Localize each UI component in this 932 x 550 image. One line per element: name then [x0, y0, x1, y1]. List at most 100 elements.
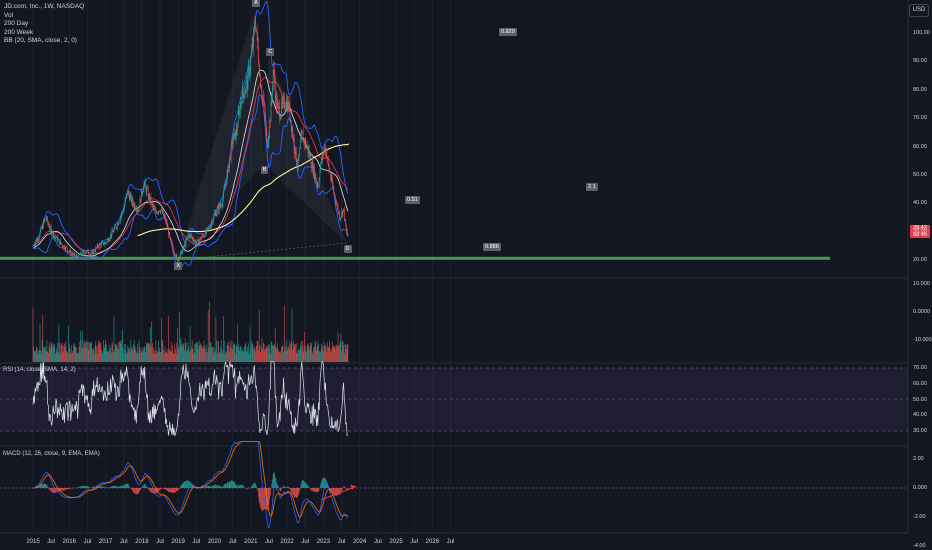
macd-histogram-bar	[279, 488, 280, 490]
time-axis-label: 2022	[280, 539, 294, 545]
volume-bar	[186, 352, 187, 362]
macd-histogram-bar	[57, 488, 58, 493]
volume-bar	[182, 346, 183, 362]
volume-bar	[221, 353, 223, 362]
candle-body	[129, 194, 130, 201]
macd-histogram-bar	[37, 486, 39, 488]
candle-body	[249, 67, 250, 76]
candle-body	[36, 240, 37, 242]
macd-histogram-bar	[189, 481, 190, 488]
candle-body	[330, 172, 331, 178]
candle-body	[72, 253, 74, 255]
volume-bar	[191, 346, 192, 362]
volume-series	[32, 301, 349, 362]
macd-histogram-bar	[229, 481, 231, 488]
macd-histogram-bar	[228, 481, 230, 488]
macd-histogram-bar	[255, 484, 257, 488]
candle-body	[36, 238, 38, 242]
volume-bar	[339, 341, 341, 362]
candle-body	[89, 254, 90, 256]
candle-body	[316, 181, 318, 186]
volume-bar	[87, 341, 88, 362]
macd-histogram-bar	[112, 485, 113, 488]
macd-histogram-bar	[307, 486, 309, 488]
volume-bar	[166, 348, 168, 362]
macd-histogram-bar	[207, 485, 209, 488]
candle-body	[177, 257, 178, 262]
candle-body	[178, 258, 180, 260]
candle-body	[205, 230, 206, 237]
candle-body	[272, 87, 273, 96]
macd-histogram-bar	[313, 488, 314, 491]
candle-body	[218, 206, 219, 212]
macd-histogram-bar	[108, 487, 109, 488]
macd-histogram-bar	[330, 488, 332, 493]
time-axis-label: 2024	[353, 539, 367, 545]
volume-bar	[78, 346, 80, 362]
volume-bar	[58, 324, 60, 362]
candle-body	[235, 130, 236, 140]
rsi-line	[32, 361, 348, 437]
candle-body	[59, 239, 60, 245]
candle-body	[153, 207, 155, 208]
candle-body	[221, 204, 223, 207]
candle-body	[164, 216, 166, 218]
pattern-point-b: B	[260, 165, 269, 174]
candle-body	[177, 258, 179, 262]
volume-bar	[239, 346, 241, 362]
candle-body	[131, 198, 133, 203]
volume-bar	[253, 349, 254, 362]
macd-histogram-bar	[112, 486, 114, 488]
volume-bar	[207, 310, 209, 362]
macd-histogram-bar	[48, 488, 50, 489]
volume-bar	[149, 327, 151, 362]
volume-bar	[306, 352, 307, 362]
candle-body	[34, 243, 36, 246]
candle-body	[213, 215, 215, 220]
volume-bar	[315, 343, 317, 362]
volume-bar	[229, 351, 231, 362]
volume-bar	[34, 351, 35, 362]
macd-histogram-bar	[308, 486, 310, 488]
volume-bar	[168, 315, 169, 362]
macd-histogram-bar	[343, 486, 345, 488]
macd-histogram-bar	[331, 488, 333, 493]
candle-body	[92, 250, 94, 254]
macd-histogram-bar	[252, 485, 254, 488]
candle-body	[336, 204, 337, 206]
candle-body	[329, 170, 330, 173]
volume-bar	[332, 341, 333, 362]
support-level-line	[0, 256, 830, 260]
candle-body	[147, 189, 149, 198]
candle-body	[198, 239, 199, 244]
macd-histogram-bar	[46, 484, 48, 488]
macd-histogram-bar	[312, 488, 314, 492]
macd-histogram-bar	[333, 488, 335, 495]
macd-histogram-bar	[284, 486, 286, 488]
macd-histogram-bar	[96, 485, 98, 488]
volume-bar	[164, 346, 166, 362]
volume-bar	[105, 344, 107, 362]
pattern-xd-line	[177, 242, 347, 261]
candle-body	[42, 225, 44, 229]
candle-body	[112, 230, 113, 232]
macd-histogram-bar	[40, 484, 42, 488]
volume-bar	[256, 341, 258, 362]
currency-button[interactable]: USD	[909, 4, 929, 17]
volume-bar	[48, 345, 50, 362]
macd-histogram-bar	[115, 486, 117, 488]
volume-bar	[162, 340, 164, 362]
volume-bar	[169, 350, 171, 362]
macd-histogram-bar	[188, 480, 190, 488]
volume-bar	[53, 346, 55, 362]
candle-body	[158, 210, 159, 213]
candle-body	[106, 240, 108, 243]
macd-histogram-bar	[257, 488, 259, 492]
volume-bar	[326, 347, 328, 362]
volume-bar	[75, 347, 77, 362]
volume-bar	[322, 345, 324, 362]
volume-bar	[98, 343, 100, 362]
macd-histogram-bar	[127, 483, 129, 488]
volume-bar	[150, 346, 152, 362]
